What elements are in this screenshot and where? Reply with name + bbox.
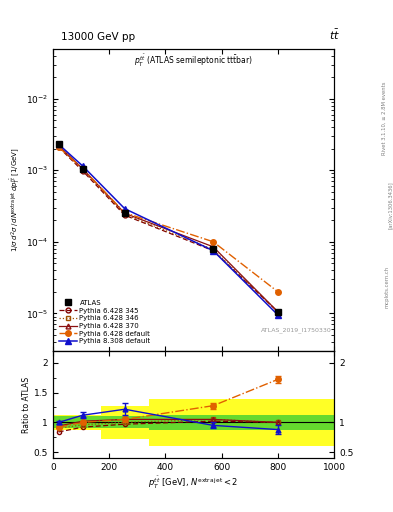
Text: 13000 GeV pp: 13000 GeV pp (61, 32, 135, 42)
Bar (53, 415, 101, 430)
Y-axis label: Ratio to ATLAS: Ratio to ATLAS (22, 376, 31, 433)
Bar (149, 415, 334, 430)
Y-axis label: $1/\sigma\,d^2\sigma\,/\,dN^{\rm extra\,jet}\,dp_T^{t\bar{t}}$ [1/GeV]: $1/\sigma\,d^2\sigma\,/\,dN^{\rm extra\,… (9, 147, 23, 252)
Bar (149, 398, 334, 446)
Text: [arXiv:1306.3436]: [arXiv:1306.3436] (388, 181, 393, 229)
Bar (101, 406, 149, 439)
Bar (53, 416, 149, 429)
Legend: ATLAS, Pythia 6.428 345, Pythia 6.428 346, Pythia 6.428 370, Pythia 6.428 defaul: ATLAS, Pythia 6.428 345, Pythia 6.428 34… (57, 297, 153, 347)
Text: ATLAS_2019_I1750330: ATLAS_2019_I1750330 (261, 327, 331, 333)
Text: $p_T^{t\bar{t}}$ (ATLAS semileptonic tt$\bar{\rm t}$bar): $p_T^{t\bar{t}}$ (ATLAS semileptonic tt$… (134, 53, 253, 69)
X-axis label: $p_T^{t\bar{t}}$ [GeV], $N^{\rm extra\,jet} < 2$: $p_T^{t\bar{t}}$ [GeV], $N^{\rm extra\,j… (149, 475, 239, 491)
Text: mcplots.cern.ch: mcplots.cern.ch (385, 266, 390, 308)
Text: $t\bar{t}$: $t\bar{t}$ (329, 28, 340, 42)
Text: Rivet 3.1.10, ≥ 2.8M events: Rivet 3.1.10, ≥ 2.8M events (382, 81, 387, 155)
